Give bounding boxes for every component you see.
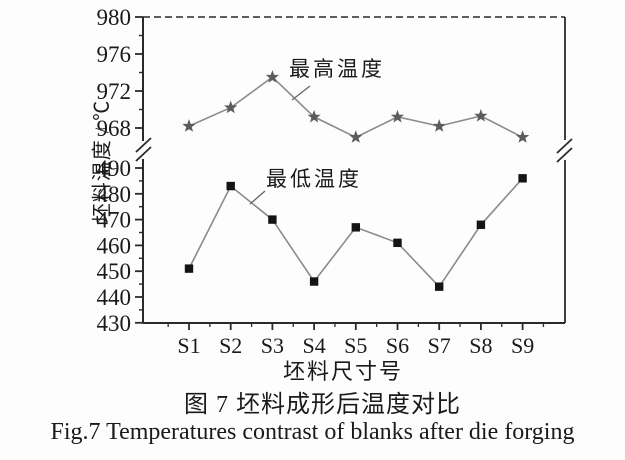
series-line-min xyxy=(188,177,524,288)
star-marker xyxy=(432,119,446,132)
leader-line-max xyxy=(291,85,311,101)
series-label-min-temperature: 最低温度 xyxy=(266,167,362,191)
star-marker xyxy=(224,100,238,114)
square-marker xyxy=(351,223,360,232)
x-tick-label: S9 xyxy=(511,333,534,358)
x-tick-label: S1 xyxy=(177,333,200,358)
y-tick-label: 440 xyxy=(97,285,132,310)
right-axis-break-mark xyxy=(556,138,573,154)
y-tick-label: 972 xyxy=(97,79,132,104)
star-marker xyxy=(307,109,321,123)
y-tick-label: 976 xyxy=(97,42,132,67)
y-tick-label: 430 xyxy=(97,311,132,336)
x-tick-label: S8 xyxy=(469,333,492,358)
series-label-max-temperature: 最高温度 xyxy=(289,57,385,81)
left-axis-break-mark xyxy=(135,146,152,162)
y-tick-label: 480 xyxy=(97,182,132,207)
y-tick-label: 490 xyxy=(97,156,132,181)
star-marker xyxy=(265,70,279,83)
x-tick-label: S7 xyxy=(428,333,451,358)
square-marker xyxy=(309,277,319,286)
x-tick-label: S5 xyxy=(344,333,367,358)
star-marker xyxy=(474,109,488,122)
y-axis-title: 坯料温度 / ℃ xyxy=(91,99,114,224)
y-tick-label: 470 xyxy=(97,208,132,233)
square-marker xyxy=(184,264,194,273)
square-marker xyxy=(226,181,235,191)
caption-chinese: 图 7 坯料成形后温度对比 xyxy=(184,392,461,418)
left-axis-break-mark xyxy=(135,137,152,153)
x-axis-title: 坯料尺寸号 xyxy=(282,359,403,384)
right-axis-break-mark xyxy=(556,147,573,163)
series-line-max xyxy=(188,76,523,139)
y-tick-label: 450 xyxy=(97,259,132,284)
x-tick-label: S4 xyxy=(302,333,325,358)
x-tick-label: S6 xyxy=(386,333,409,358)
square-marker xyxy=(476,220,486,229)
y-tick-label: 968 xyxy=(97,116,132,141)
star-marker xyxy=(390,109,405,123)
x-tick-label: S2 xyxy=(219,333,242,358)
square-marker xyxy=(518,174,527,183)
star-marker xyxy=(349,130,363,143)
star-marker xyxy=(516,130,530,143)
leader-line-min xyxy=(249,190,266,205)
caption-english: Fig.7 Temperatures contrast of blanks af… xyxy=(50,419,575,445)
x-tick-label: S3 xyxy=(261,333,284,358)
square-marker xyxy=(435,282,444,291)
y-tick-label: 460 xyxy=(97,233,132,258)
square-marker xyxy=(268,215,277,224)
star-marker xyxy=(182,119,196,132)
square-marker xyxy=(393,238,402,248)
y-tick-label: 980 xyxy=(97,5,132,30)
